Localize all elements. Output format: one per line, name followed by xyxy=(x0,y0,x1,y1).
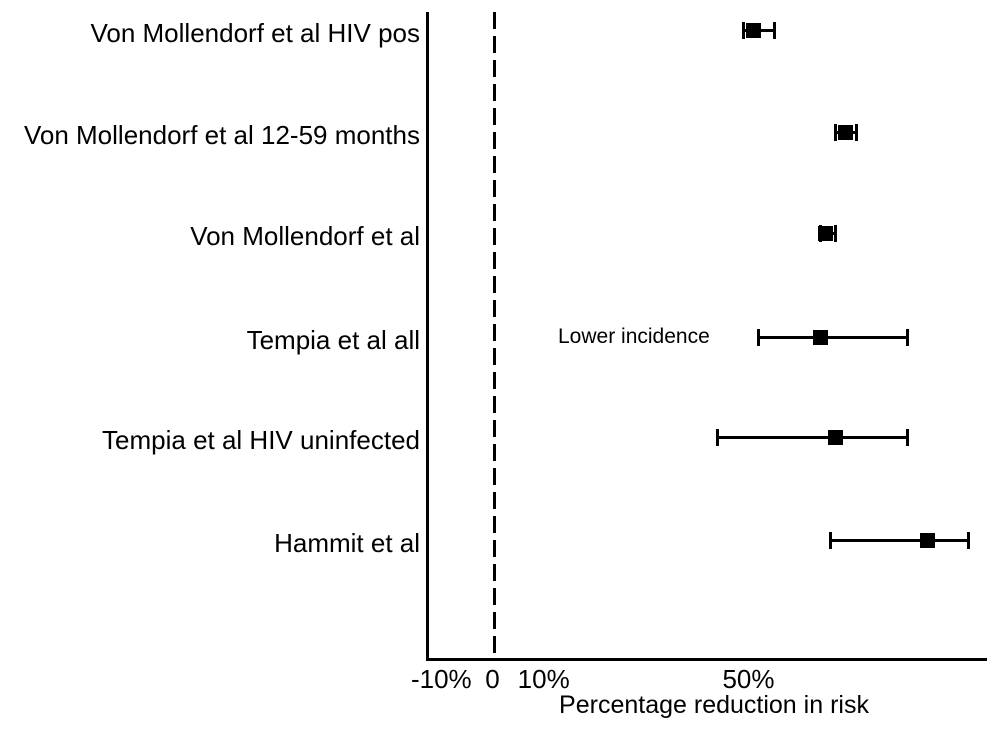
row-label: Von Mollendorf et al 12-59 months xyxy=(23,120,420,150)
ci-cap xyxy=(757,328,761,346)
point-estimate-marker xyxy=(838,124,854,140)
ci-cap xyxy=(905,328,909,346)
point-estimate-marker xyxy=(817,225,833,241)
x-tick-label: 50% xyxy=(722,664,775,694)
point-estimate-marker xyxy=(812,329,828,345)
x-axis-title: Percentage reduction in risk xyxy=(559,691,869,719)
ci-whisker xyxy=(830,538,969,542)
x-axis-line xyxy=(426,658,987,661)
row-label: Von Mollendorf et al HIV pos xyxy=(90,18,420,48)
x-tick-label: 10% xyxy=(517,664,570,694)
ci-cap xyxy=(716,428,720,446)
ci-cap xyxy=(741,21,745,39)
x-tick-label: -10% xyxy=(410,664,472,694)
ci-whisker xyxy=(758,335,908,339)
ci-cap xyxy=(905,428,909,446)
y-axis-line xyxy=(426,12,429,661)
x-tick-label: 0 xyxy=(485,664,500,694)
row-label: Tempia et al HIV uninfected xyxy=(102,425,420,455)
ci-whisker xyxy=(717,435,908,439)
row-label: Hammit et al xyxy=(274,528,420,558)
ci-cap xyxy=(772,21,776,39)
point-estimate-marker xyxy=(746,22,762,38)
ci-cap xyxy=(828,531,832,549)
ci-cap xyxy=(834,224,838,242)
point-estimate-marker xyxy=(828,429,844,445)
zero-reference-dashed-line xyxy=(493,12,496,658)
row-label: Von Mollendorf et al xyxy=(190,221,420,251)
row-label: Tempia et al all xyxy=(246,325,420,355)
ci-cap xyxy=(834,123,838,141)
ci-cap xyxy=(967,531,971,549)
annotation-lower-incidence: Lower incidence xyxy=(558,325,710,348)
ci-cap xyxy=(854,123,858,141)
point-estimate-marker xyxy=(920,532,936,548)
